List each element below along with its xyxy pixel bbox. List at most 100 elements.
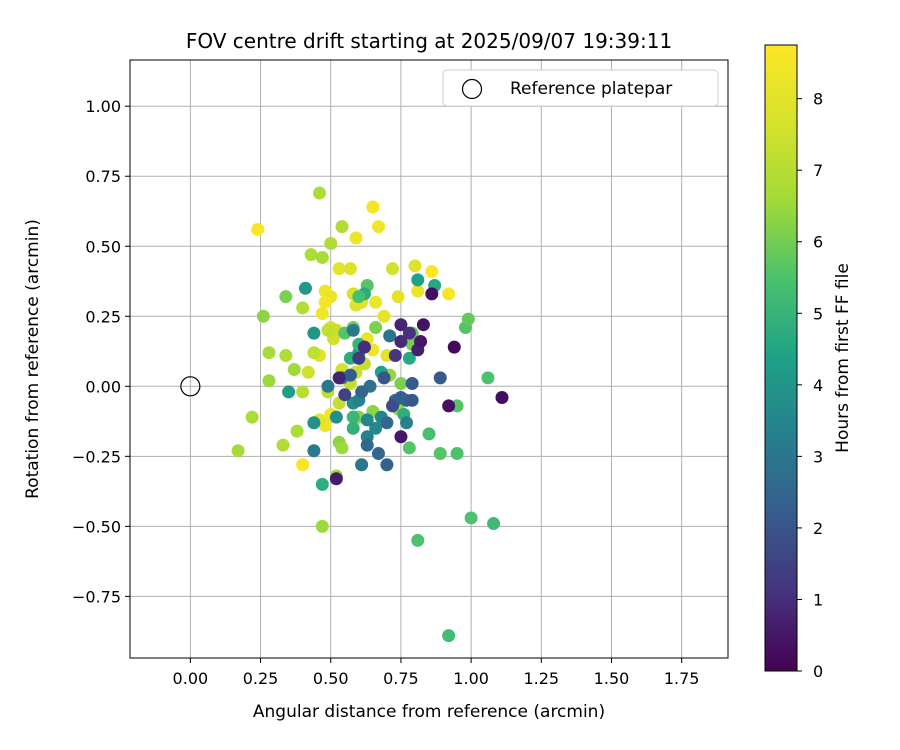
data-point [433, 371, 447, 385]
data-point [416, 318, 430, 332]
data-point [383, 329, 397, 343]
data-point [321, 379, 335, 393]
x-axis-ticks: 0.00 0.25 0.50 0.75 1.00 1.25 1.50 1.75 [173, 658, 700, 688]
data-point [422, 427, 436, 441]
data-point [386, 262, 400, 276]
data-point [442, 287, 456, 301]
x-tick-label: 1.00 [453, 669, 489, 688]
data-point [377, 309, 391, 323]
data-point [324, 236, 338, 250]
data-point [405, 377, 419, 391]
data-point [335, 441, 349, 455]
data-point [408, 259, 422, 273]
data-point [304, 248, 318, 262]
data-point [425, 264, 439, 278]
data-point [411, 273, 425, 287]
data-point [394, 430, 408, 444]
data-point [301, 365, 315, 379]
data-point [394, 377, 408, 391]
data-point [343, 368, 357, 382]
y-tick-label: 1.00 [85, 97, 121, 116]
y-tick-label: −0.75 [72, 587, 121, 606]
x-tick-label: 1.50 [594, 669, 630, 688]
data-point [352, 351, 366, 365]
legend: Reference platepar [442, 69, 719, 107]
data-point [371, 220, 385, 234]
x-tick-label: 1.75 [664, 669, 700, 688]
data-point [262, 374, 276, 388]
data-point [343, 262, 357, 276]
colorbar-ticks: 0 1 2 3 4 5 6 7 8 [797, 90, 823, 681]
data-point [296, 385, 310, 399]
data-point [307, 416, 321, 430]
plot-frame [129, 59, 729, 659]
data-point [369, 421, 383, 435]
data-point [245, 410, 259, 424]
data-point [402, 326, 416, 340]
colorbar-tick-label: 5 [813, 304, 823, 323]
data-point [329, 472, 343, 486]
data-point [402, 351, 416, 365]
data-point [296, 301, 310, 315]
data-point [405, 393, 419, 407]
colorbar-tick-label: 2 [813, 519, 823, 538]
data-point [307, 326, 321, 340]
colorbar-gradient [764, 44, 798, 672]
data-point [313, 186, 327, 200]
colorbar-label: Hours from first FF file [833, 263, 853, 453]
data-point [447, 340, 461, 354]
data-point [411, 284, 425, 298]
data-point [335, 220, 349, 234]
data-point [355, 458, 369, 472]
x-tick-label: 0.50 [313, 669, 349, 688]
data-point [442, 629, 456, 643]
data-point [346, 421, 360, 435]
y-tick-label: 0.50 [85, 237, 121, 256]
data-point [487, 517, 501, 531]
data-point [279, 348, 293, 362]
data-point [495, 391, 509, 405]
data-point [287, 363, 301, 377]
y-axis-label: Rotation from reference (arcmin) [23, 219, 43, 499]
data-point [298, 281, 312, 295]
data-point [394, 334, 408, 348]
legend-reference-marker [461, 78, 483, 100]
data-point [360, 438, 374, 452]
data-point [433, 447, 447, 461]
data-point [414, 334, 428, 348]
x-tick-label: 0.25 [243, 669, 279, 688]
data-point [346, 410, 360, 424]
x-tick-label: 1.25 [523, 669, 559, 688]
data-point [369, 295, 383, 309]
data-point [366, 200, 380, 214]
data-point [380, 416, 394, 430]
data-point [386, 399, 400, 413]
data-point [315, 306, 329, 320]
data-point [338, 388, 352, 402]
data-point [279, 290, 293, 304]
data-point [307, 346, 321, 360]
colorbar-tick-label: 8 [813, 90, 823, 109]
data-point [461, 312, 475, 326]
x-axis-label: Angular distance from reference (arcmin) [253, 702, 605, 722]
y-tick-label: 0.00 [85, 377, 121, 396]
data-point [442, 399, 456, 413]
data-point [394, 318, 408, 332]
data-point [332, 262, 346, 276]
data-point [425, 287, 439, 301]
data-point [394, 391, 408, 405]
y-tick-label: −0.25 [72, 447, 121, 466]
y-tick-label: −0.50 [72, 517, 121, 536]
data-point [349, 231, 363, 245]
y-tick-label: 0.25 [85, 307, 121, 326]
data-point [450, 447, 464, 461]
data-point [352, 290, 366, 304]
legend-entry-label: Reference platepar [510, 79, 672, 99]
data-point [377, 371, 391, 385]
colorbar-tick-label: 3 [813, 447, 823, 466]
data-point [402, 441, 416, 455]
data-point [262, 346, 276, 360]
data-point [355, 385, 369, 399]
data-point [276, 438, 290, 452]
data-point [315, 250, 329, 264]
